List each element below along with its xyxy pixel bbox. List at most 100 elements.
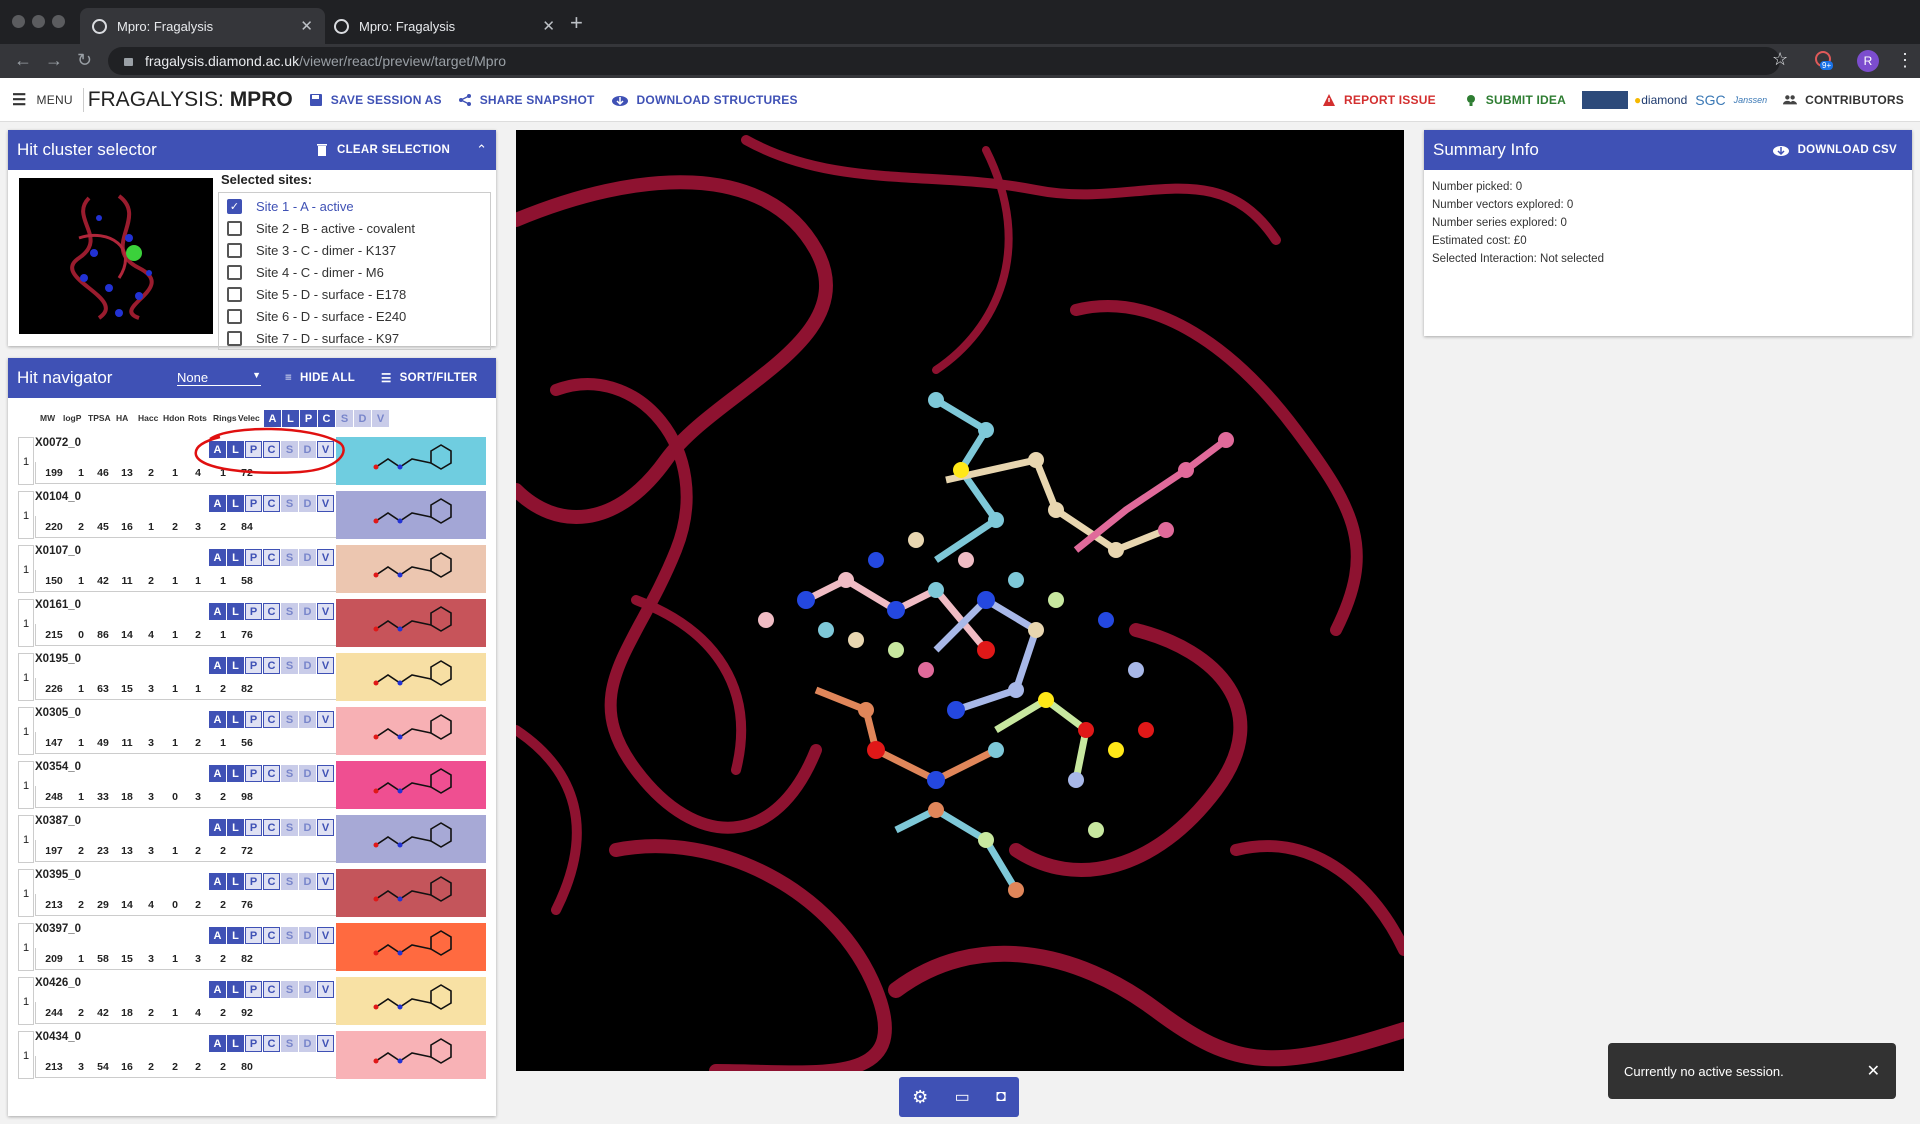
cluster-thumbnail[interactable] bbox=[19, 178, 213, 334]
col-ha[interactable]: HA bbox=[116, 413, 129, 423]
toggle-a[interactable]: A bbox=[209, 819, 226, 836]
close-tab-icon[interactable]: ✕ bbox=[542, 18, 555, 35]
table-row[interactable]: 1 X0395_0 213 2 29 14 4 0 2 2 76 A L P C S D V bbox=[18, 869, 486, 921]
toggle-v[interactable]: V bbox=[317, 873, 334, 890]
toggle-d[interactable]: D bbox=[299, 765, 316, 782]
close-icon[interactable]: ✕ bbox=[1866, 1063, 1880, 1080]
toggle-v[interactable]: V bbox=[317, 495, 334, 512]
new-tab-icon[interactable]: + bbox=[570, 10, 583, 35]
toggle-all-v[interactable]: V bbox=[372, 410, 389, 427]
window-maximize[interactable] bbox=[52, 15, 65, 28]
download-csv-button[interactable]: DOWNLOAD CSV bbox=[1772, 143, 1897, 157]
toggle-c[interactable]: C bbox=[263, 603, 280, 620]
site-option[interactable]: Site 2 - B - active - covalent bbox=[227, 217, 490, 239]
toggle-l[interactable]: L bbox=[227, 603, 244, 620]
toggle-c[interactable]: C bbox=[263, 711, 280, 728]
toggle-d[interactable]: D bbox=[299, 711, 316, 728]
bookmark-star-icon[interactable]: ☆ bbox=[1772, 49, 1789, 69]
toggle-a[interactable]: A bbox=[209, 1035, 226, 1052]
toggle-s[interactable]: S bbox=[281, 603, 298, 620]
table-row[interactable]: 1 X0072_0 199 1 46 13 2 1 4 1 72 A L P C S D V bbox=[18, 437, 486, 489]
checkbox[interactable] bbox=[227, 308, 242, 324]
molecule-image[interactable] bbox=[336, 653, 486, 701]
toggle-v[interactable]: V bbox=[317, 927, 334, 944]
settings-gear-icon[interactable]: ⚙ bbox=[912, 1086, 929, 1107]
toggle-l[interactable]: L bbox=[227, 495, 244, 512]
toggle-s[interactable]: S bbox=[281, 927, 298, 944]
toggle-s[interactable]: S bbox=[281, 765, 298, 782]
toggle-l[interactable]: L bbox=[227, 711, 244, 728]
toggle-p[interactable]: P bbox=[245, 927, 262, 944]
mouse-icon[interactable]: ◘ bbox=[996, 1088, 1006, 1105]
checkbox[interactable] bbox=[227, 264, 242, 280]
submit-idea-button[interactable]: SUBMIT IDEA bbox=[1464, 93, 1566, 107]
toggle-all-p[interactable]: P bbox=[300, 410, 317, 427]
toggle-c[interactable]: C bbox=[263, 495, 280, 512]
sort-filter-button[interactable]: ☰ SORT/FILTER bbox=[381, 371, 477, 385]
toggle-a[interactable]: A bbox=[209, 441, 226, 458]
molecule-image[interactable] bbox=[336, 923, 486, 971]
toggle-a[interactable]: A bbox=[209, 927, 226, 944]
checkbox[interactable] bbox=[227, 286, 242, 302]
toggle-all-c[interactable]: C bbox=[318, 410, 335, 427]
clear-selection-button[interactable]: CLEAR SELECTION bbox=[315, 143, 450, 157]
toggle-all-a[interactable]: A bbox=[264, 410, 281, 427]
toggle-s[interactable]: S bbox=[281, 549, 298, 566]
toggle-v[interactable]: V bbox=[317, 981, 334, 998]
toggle-p[interactable]: P bbox=[245, 657, 262, 674]
table-row[interactable]: 1 X0195_0 226 1 63 15 3 1 1 2 82 A L P C S D V bbox=[18, 653, 486, 705]
window-minimize[interactable] bbox=[32, 15, 45, 28]
toggle-p[interactable]: P bbox=[245, 495, 262, 512]
toggle-l[interactable]: L bbox=[227, 927, 244, 944]
col-mw[interactable]: MW bbox=[40, 413, 56, 423]
checkbox[interactable] bbox=[227, 330, 242, 346]
toggle-d[interactable]: D bbox=[299, 603, 316, 620]
molecule-image[interactable] bbox=[336, 869, 486, 917]
col-velec[interactable]: Velec bbox=[238, 413, 260, 423]
molecule-image[interactable] bbox=[336, 491, 486, 539]
toggle-c[interactable]: C bbox=[263, 981, 280, 998]
toggle-d[interactable]: D bbox=[299, 549, 316, 566]
site-option[interactable]: Site 6 - D - surface - E240 bbox=[227, 305, 490, 327]
toggle-d[interactable]: D bbox=[299, 981, 316, 998]
molecule-image[interactable] bbox=[336, 437, 486, 485]
toggle-all-l[interactable]: L bbox=[282, 410, 299, 427]
group-select[interactable]: None ▼ bbox=[177, 370, 261, 386]
toggle-p[interactable]: P bbox=[245, 441, 262, 458]
col-tpsa[interactable]: TPSA bbox=[88, 413, 111, 423]
forward-icon[interactable]: → bbox=[45, 50, 63, 70]
toggle-s[interactable]: S bbox=[281, 441, 298, 458]
checkbox-checked[interactable]: ✓ bbox=[227, 198, 242, 214]
table-row[interactable]: 1 X0161_0 215 0 86 14 4 1 2 1 76 A L P C S D V bbox=[18, 599, 486, 651]
toggle-l[interactable]: L bbox=[227, 819, 244, 836]
toggle-a[interactable]: A bbox=[209, 765, 226, 782]
molecule-image[interactable] bbox=[336, 545, 486, 593]
menu-button[interactable]: ☰ MENU bbox=[12, 90, 73, 110]
table-row[interactable]: 1 X0434_0 213 3 54 16 2 2 2 2 80 A L P C S D V bbox=[18, 1031, 486, 1083]
toggle-d[interactable]: D bbox=[299, 495, 316, 512]
table-row[interactable]: 1 X0305_0 147 1 49 11 3 1 2 1 56 A L P C S D V bbox=[18, 707, 486, 759]
toggle-a[interactable]: A bbox=[209, 981, 226, 998]
col-hdon[interactable]: Hdon bbox=[163, 413, 185, 423]
collapse-chevron-icon[interactable]: ⌃ bbox=[476, 142, 487, 157]
site-option[interactable]: Site 7 - D - surface - K97 bbox=[227, 327, 490, 349]
col-logp[interactable]: logP bbox=[63, 413, 82, 423]
toggle-s[interactable]: S bbox=[281, 819, 298, 836]
table-row[interactable]: 1 X0387_0 197 2 23 13 3 1 2 2 72 A L P C S D V bbox=[18, 815, 486, 867]
profile-avatar[interactable]: R bbox=[1857, 50, 1879, 72]
toggle-a[interactable]: A bbox=[209, 657, 226, 674]
toggle-a[interactable]: A bbox=[209, 495, 226, 512]
url-bar[interactable]: fragalysis.diamond.ac.uk /viewer/react/p… bbox=[108, 47, 1780, 75]
toggle-v[interactable]: V bbox=[317, 711, 334, 728]
site-option[interactable]: ✓ Site 1 - A - active bbox=[227, 195, 490, 217]
molecule-image[interactable] bbox=[336, 599, 486, 647]
molecule-image[interactable] bbox=[336, 815, 486, 863]
toggle-d[interactable]: D bbox=[299, 819, 316, 836]
toggle-v[interactable]: V bbox=[317, 819, 334, 836]
window-close[interactable] bbox=[12, 15, 25, 28]
toggle-c[interactable]: C bbox=[263, 927, 280, 944]
toggle-c[interactable]: C bbox=[263, 657, 280, 674]
toggle-s[interactable]: S bbox=[281, 711, 298, 728]
browser-menu-icon[interactable]: ⋮ bbox=[1896, 50, 1914, 70]
molecule-image[interactable] bbox=[336, 1031, 486, 1079]
